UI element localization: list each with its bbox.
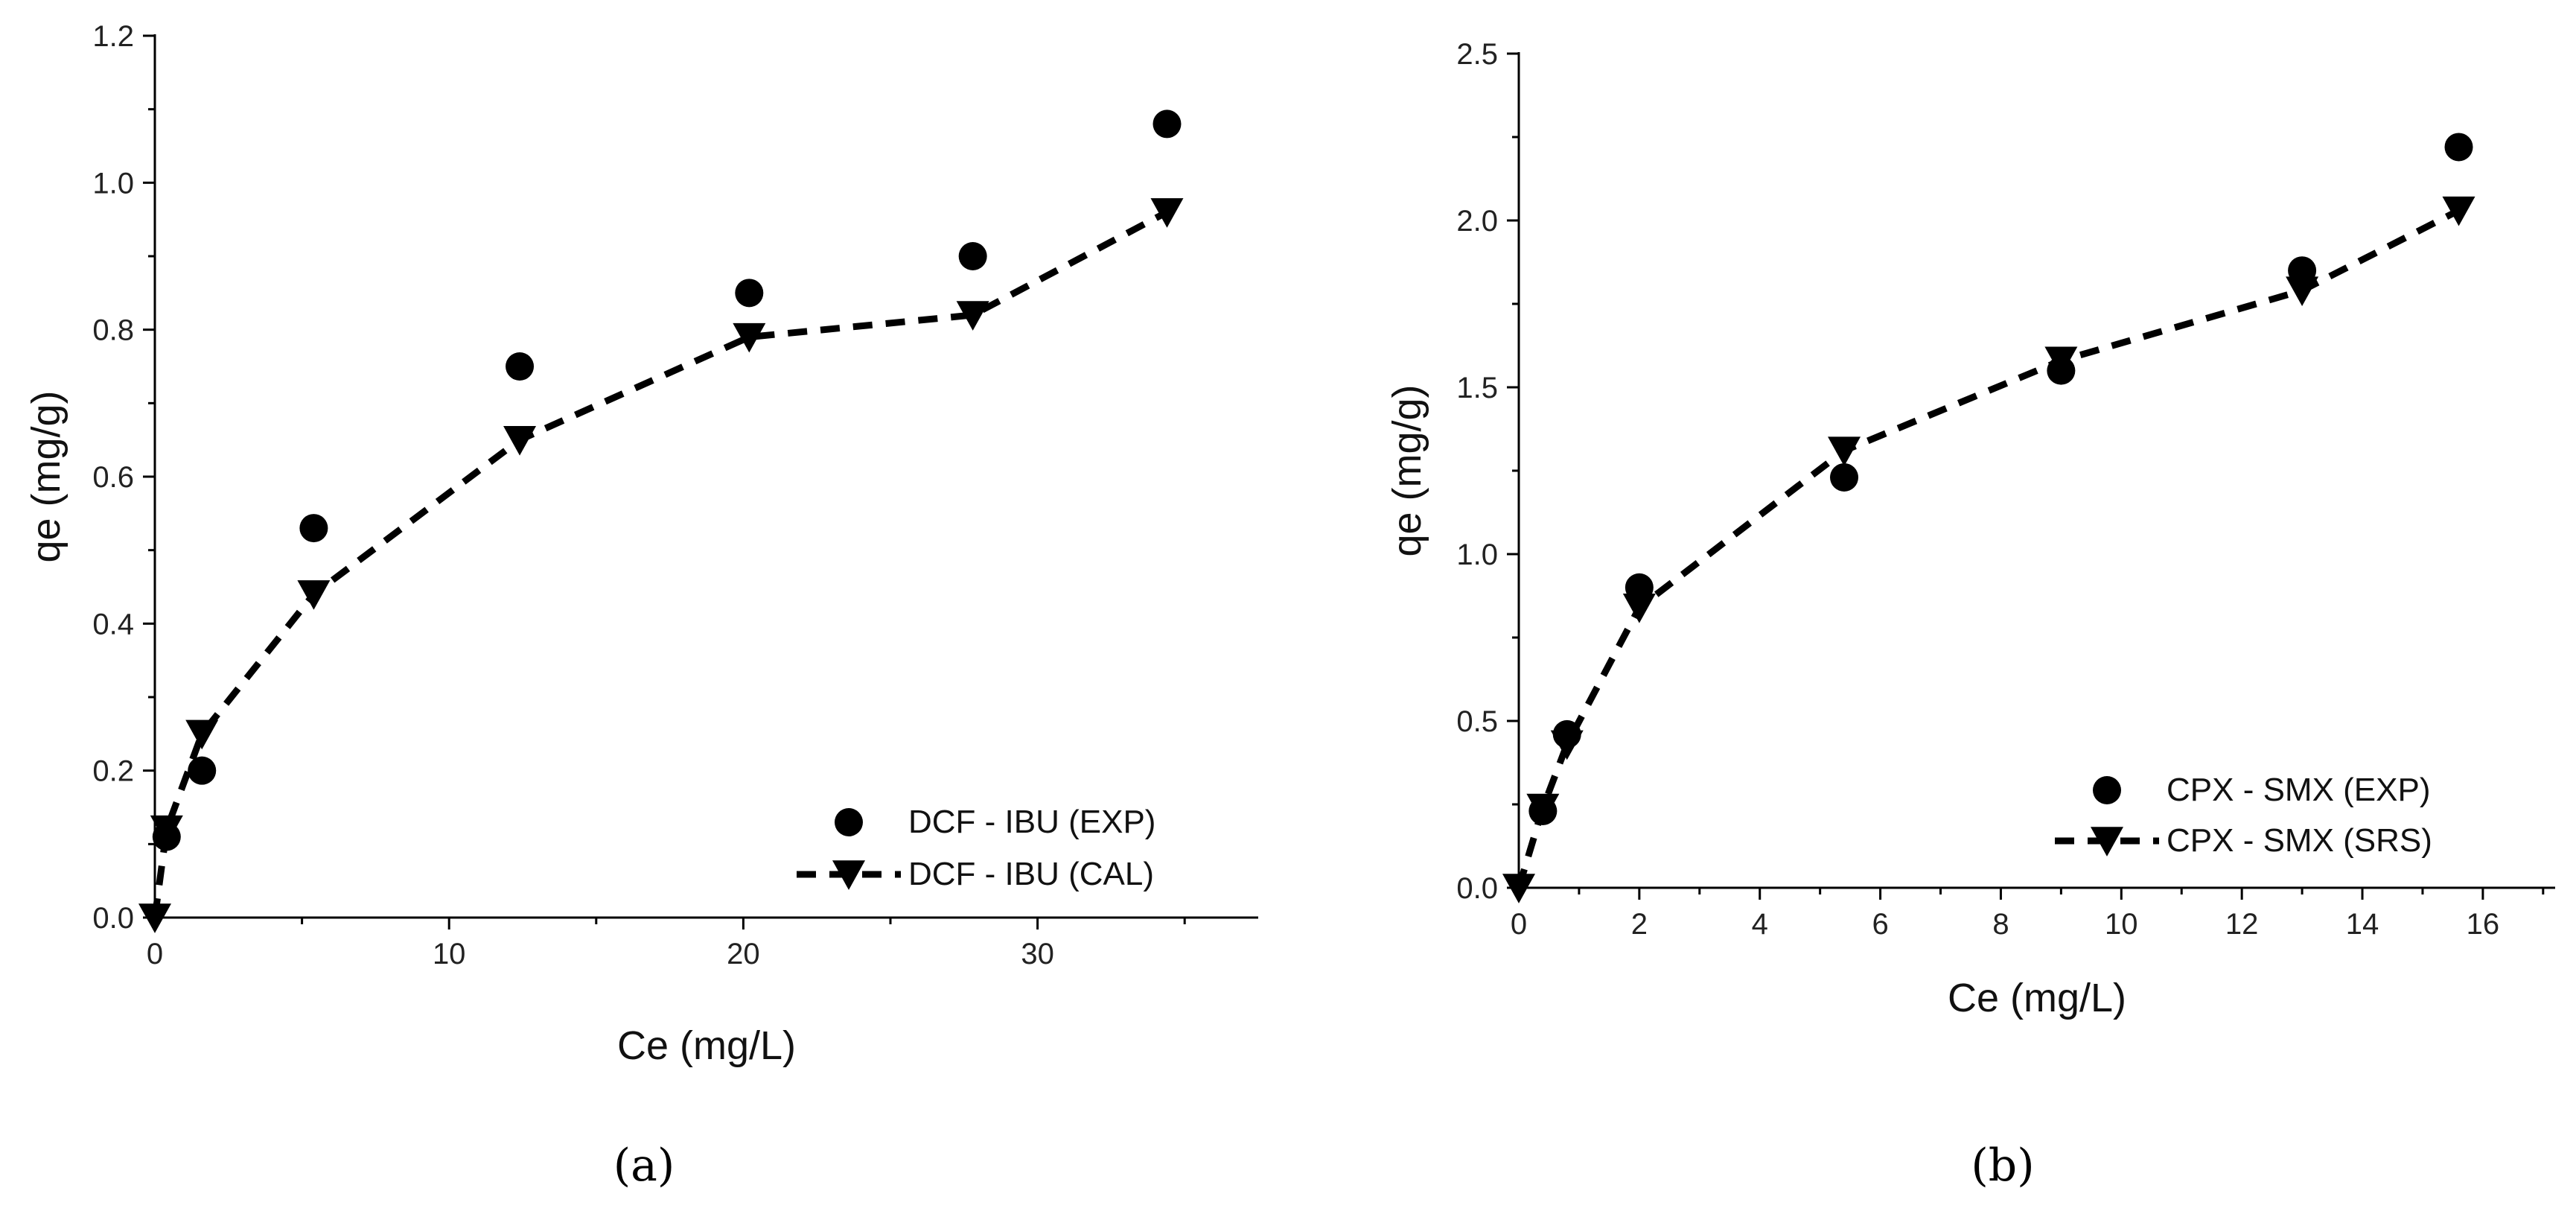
legend-label: CPX - SMX (SRS) bbox=[2167, 822, 2432, 859]
data-point-triangle bbox=[185, 719, 219, 750]
x-tick-label: 0 bbox=[147, 938, 163, 970]
x-tick-label: 14 bbox=[2346, 908, 2379, 941]
y-tick-label: 1.0 bbox=[92, 167, 134, 200]
y-tick-label: 2.5 bbox=[1456, 38, 1498, 71]
data-point-circle bbox=[2444, 133, 2473, 162]
data-point-circle bbox=[299, 514, 328, 543]
legend-marker-circle bbox=[2093, 776, 2121, 804]
chart-panel-b: 0.0 0.5 1.0 1.5 2.0 2.5 0 2 4 6 8 10 12 14 16 Ce (mg/L)… bbox=[1385, 38, 2555, 1192]
data-point-triangle bbox=[1550, 730, 1584, 760]
x-tick-label: 8 bbox=[1992, 908, 2009, 941]
x-tick-label: 30 bbox=[1021, 938, 1054, 970]
x-axis-title: Ce (mg/L) bbox=[617, 1023, 796, 1068]
x-tick-label: 10 bbox=[2105, 908, 2138, 941]
panel-caption: (b) bbox=[1971, 1140, 2034, 1192]
x-tick-label: 20 bbox=[727, 938, 760, 970]
data-point-circle bbox=[1830, 463, 1859, 492]
data-point-triangle bbox=[138, 903, 171, 933]
data-point-triangle bbox=[2442, 196, 2475, 226]
legend-marker-triangle bbox=[832, 860, 865, 890]
data-point-triangle bbox=[150, 815, 183, 845]
data-point-circle bbox=[735, 279, 764, 308]
y-tick-label: 0.5 bbox=[1456, 705, 1498, 738]
data-point-circle bbox=[506, 352, 535, 381]
x-tick-label: 4 bbox=[1752, 908, 1768, 941]
data-point-triangle bbox=[956, 301, 989, 331]
legend-label: DCF - IBU (EXP) bbox=[908, 804, 1155, 840]
y-tick-label: 1.0 bbox=[1456, 538, 1498, 571]
y-tick-label: 0.2 bbox=[92, 755, 134, 788]
legend-marker-triangle bbox=[2091, 827, 2123, 857]
fit-line-series bbox=[1515, 207, 2461, 889]
y-tick-label: 0.0 bbox=[1456, 872, 1498, 905]
y-axis-title: qe (mg/g) bbox=[1385, 384, 1429, 556]
data-point-triangle bbox=[2044, 346, 2078, 377]
y-tick-label: 0.8 bbox=[92, 314, 134, 347]
y-tick-label: 0.4 bbox=[92, 608, 134, 641]
data-point-triangle bbox=[503, 425, 537, 456]
data-point-triangle bbox=[1828, 436, 1861, 467]
y-tick-label: 1.2 bbox=[92, 20, 134, 53]
y-tick-label: 2.0 bbox=[1456, 205, 1498, 238]
y-tick-label: 0.0 bbox=[92, 902, 134, 935]
legend-marker-circle bbox=[835, 808, 863, 836]
x-tick-label: 12 bbox=[2225, 908, 2259, 941]
fit-line-series bbox=[151, 209, 1169, 918]
data-point-circle bbox=[188, 756, 217, 785]
data-point-triangle bbox=[297, 580, 331, 610]
x-axis-title: Ce (mg/L) bbox=[1948, 976, 2126, 1020]
x-tick-label: 16 bbox=[2467, 908, 2500, 941]
data-point-triangle bbox=[733, 322, 766, 353]
x-tick-label: 0 bbox=[1511, 908, 1527, 941]
y-tick-label: 0.6 bbox=[92, 461, 134, 494]
data-point-triangle bbox=[1502, 874, 1535, 903]
data-point-triangle bbox=[1622, 593, 1656, 623]
panel-caption: (a) bbox=[613, 1140, 675, 1192]
data-point-triangle bbox=[1150, 198, 1184, 228]
data-point-circle bbox=[958, 242, 987, 270]
x-tick-label: 6 bbox=[1872, 908, 1888, 941]
data-point-triangle bbox=[2286, 276, 2319, 306]
y-tick-label: 1.5 bbox=[1456, 372, 1498, 404]
x-tick-label: 10 bbox=[433, 938, 466, 970]
legend-label: DCF - IBU (CAL) bbox=[908, 856, 1154, 892]
data-point-triangle bbox=[1526, 793, 1560, 824]
data-point-circle bbox=[1152, 109, 1182, 139]
y-axis-title: qe (mg/g) bbox=[24, 390, 68, 562]
legend-label: CPX - SMX (EXP) bbox=[2167, 772, 2431, 808]
x-tick-label: 2 bbox=[1631, 908, 1648, 941]
chart-panel-a: 0.0 0.2 0.4 0.6 0.8 1.0 1.2 0 10 20 30 Ce (mg/L) qe … bbox=[24, 20, 1258, 1192]
